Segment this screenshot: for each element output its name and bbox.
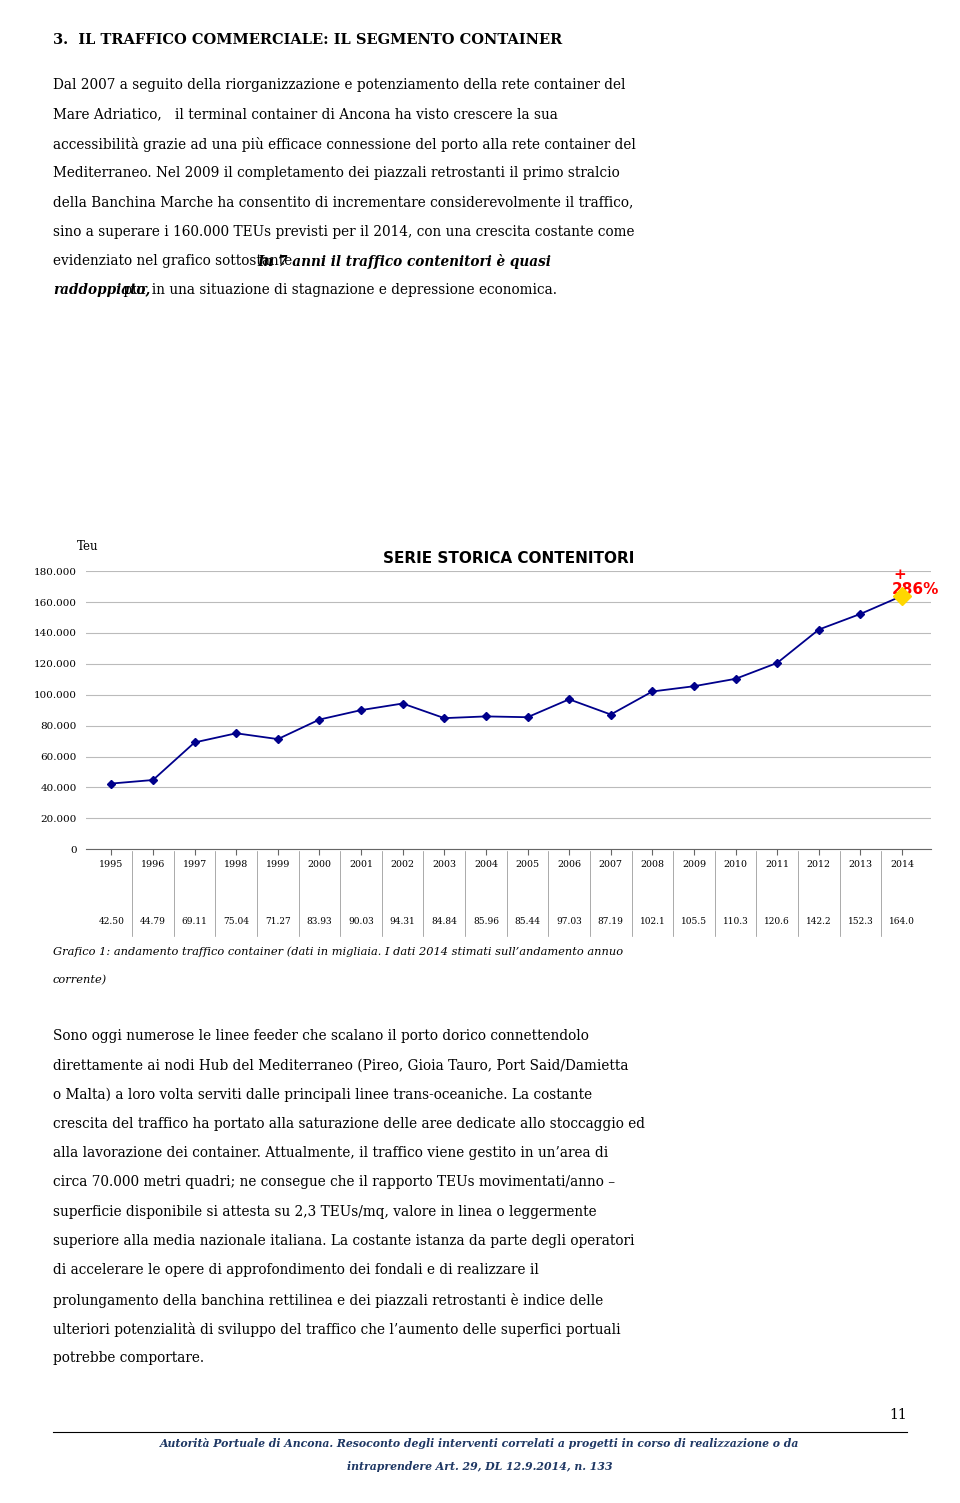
Text: 120.6: 120.6: [764, 917, 790, 926]
Text: 164.0: 164.0: [889, 917, 915, 926]
Text: ulteriori potenzialità di sviluppo del traffico che l’aumento delle superfici po: ulteriori potenzialità di sviluppo del t…: [53, 1323, 620, 1338]
Text: 105.5: 105.5: [681, 917, 708, 926]
Text: 71.27: 71.27: [265, 917, 291, 926]
Text: 97.03: 97.03: [556, 917, 582, 926]
Text: prolungamento della banchina rettilinea e dei piazzali retrostanti è indice dell: prolungamento della banchina rettilinea …: [53, 1293, 603, 1308]
Text: superficie disponibile si attesta su 2,3 TEUs/mq, valore in linea o leggermente: superficie disponibile si attesta su 2,3…: [53, 1205, 596, 1219]
Text: 102.1: 102.1: [639, 917, 665, 926]
Text: direttamente ai nodi Hub del Mediterraneo (Pireo, Gioia Tauro, Port Said/Damiett: direttamente ai nodi Hub del Mediterrane…: [53, 1058, 628, 1072]
Text: intraprendere Art. 29, DL 12.9.2014, n. 133: intraprendere Art. 29, DL 12.9.2014, n. …: [348, 1461, 612, 1473]
Text: In 7 anni il traffico contenitori è quasi: In 7 anni il traffico contenitori è quas…: [257, 254, 551, 269]
Text: 44.79: 44.79: [140, 917, 166, 926]
Text: +: +: [894, 568, 906, 582]
Text: 110.3: 110.3: [723, 917, 749, 926]
Text: accessibilità grazie ad una più efficace connessione del porto alla rete contain: accessibilità grazie ad una più efficace…: [53, 137, 636, 152]
Text: evidenziato nel grafico sottostante.: evidenziato nel grafico sottostante.: [53, 254, 300, 268]
Text: Dal 2007 a seguito della riorganizzazione e potenziamento della rete container d: Dal 2007 a seguito della riorganizzazion…: [53, 78, 625, 92]
Text: 94.31: 94.31: [390, 917, 416, 926]
Text: 42.50: 42.50: [99, 917, 124, 926]
Text: crescita del traffico ha portato alla saturazione delle aree dedicate allo stocc: crescita del traffico ha portato alla sa…: [53, 1117, 645, 1130]
Text: 84.84: 84.84: [431, 917, 457, 926]
Text: Mediterraneo. Nel 2009 il completamento dei piazzali retrostanti il primo stralc: Mediterraneo. Nel 2009 il completamento …: [53, 165, 619, 180]
Text: Sono oggi numerose le linee feeder che scalano il porto dorico connettendolo: Sono oggi numerose le linee feeder che s…: [53, 1030, 588, 1043]
Text: Mare Adriatico,   il terminal container di Ancona ha visto crescere la sua: Mare Adriatico, il terminal container di…: [53, 108, 558, 122]
Text: 75.04: 75.04: [224, 917, 250, 926]
Text: 3.  IL TRAFFICO COMMERCIALE: IL SEGMENTO CONTAINER: 3. IL TRAFFICO COMMERCIALE: IL SEGMENTO …: [53, 33, 562, 47]
Text: 85.44: 85.44: [515, 917, 540, 926]
Text: potrebbe comportare.: potrebbe comportare.: [53, 1351, 204, 1365]
Text: 286%: 286%: [892, 582, 939, 597]
Text: 69.11: 69.11: [181, 917, 207, 926]
Title: SERIE STORICA CONTENITORI: SERIE STORICA CONTENITORI: [383, 550, 635, 565]
Text: 11: 11: [890, 1408, 907, 1422]
Text: Grafico 1: andamento traffico container (dati in migliaia. I dati 2014 stimati s: Grafico 1: andamento traffico container …: [53, 947, 623, 957]
Text: 152.3: 152.3: [848, 917, 874, 926]
Text: o Malta) a loro volta serviti dalle principali linee trans-oceaniche. La costant: o Malta) a loro volta serviti dalle prin…: [53, 1088, 592, 1102]
Text: raddoppiato,: raddoppiato,: [53, 284, 150, 298]
Text: 142.2: 142.2: [806, 917, 831, 926]
Text: 87.19: 87.19: [598, 917, 624, 926]
Text: alla lavorazione dei container. Attualmente, il traffico viene gestito in un’are: alla lavorazione dei container. Attualme…: [53, 1147, 608, 1160]
Text: Autorità Portuale di Ancona. Resoconto degli interventi correlati a progetti in : Autorità Portuale di Ancona. Resoconto d…: [160, 1438, 800, 1449]
Text: della Banchina Marche ha consentito di incrementare considerevolmente il traffic: della Banchina Marche ha consentito di i…: [53, 195, 634, 209]
Text: 85.96: 85.96: [473, 917, 499, 926]
Text: 90.03: 90.03: [348, 917, 374, 926]
Text: Teu: Teu: [77, 540, 98, 553]
Text: pur in una situazione di stagnazione e depressione economica.: pur in una situazione di stagnazione e d…: [119, 284, 557, 298]
Text: circa 70.000 metri quadri; ne consegue che il rapporto TEUs movimentati/anno –: circa 70.000 metri quadri; ne consegue c…: [53, 1175, 615, 1189]
Text: di accelerare le opere di approfondimento dei fondali e di realizzare il: di accelerare le opere di approfondiment…: [53, 1264, 539, 1278]
Text: 83.93: 83.93: [306, 917, 332, 926]
Text: sino a superare i 160.000 TEUs previsti per il 2014, con una crescita costante c: sino a superare i 160.000 TEUs previsti …: [53, 225, 635, 239]
Text: corrente): corrente): [53, 975, 108, 984]
Text: superiore alla media nazionale italiana. La costante istanza da parte degli oper: superiore alla media nazionale italiana.…: [53, 1234, 635, 1247]
